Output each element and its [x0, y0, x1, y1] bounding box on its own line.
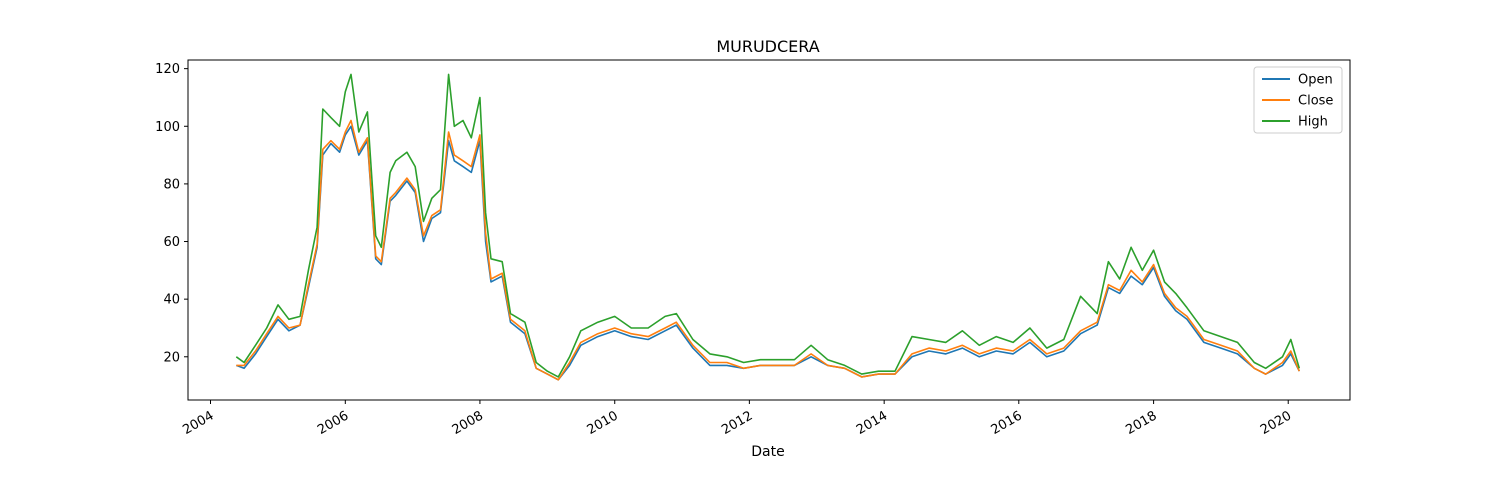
plot-lines: [235, 73, 1301, 381]
chart-title: MURUDCERA: [716, 37, 819, 56]
y-tick-label: 20: [163, 350, 180, 365]
y-tick-label: 40: [163, 293, 180, 308]
y-tick-label: 100: [155, 120, 180, 135]
legend-label-open: Open: [1298, 73, 1333, 88]
series-line-close: [236, 119, 1301, 381]
y-tick-label: 120: [155, 62, 180, 77]
y-tick-label: 60: [163, 235, 180, 250]
series-line-open: [236, 125, 1301, 381]
y-tick-label: 80: [163, 177, 180, 192]
plot-frame: [187, 59, 1351, 401]
legend-label-close: Close: [1298, 94, 1333, 109]
series-line-high: [235, 73, 1301, 378]
x-axis-title: Date: [751, 444, 784, 460]
legend: Open Close High: [1253, 66, 1343, 134]
legend-box: [1253, 66, 1343, 134]
legend-label-high: High: [1298, 115, 1328, 130]
